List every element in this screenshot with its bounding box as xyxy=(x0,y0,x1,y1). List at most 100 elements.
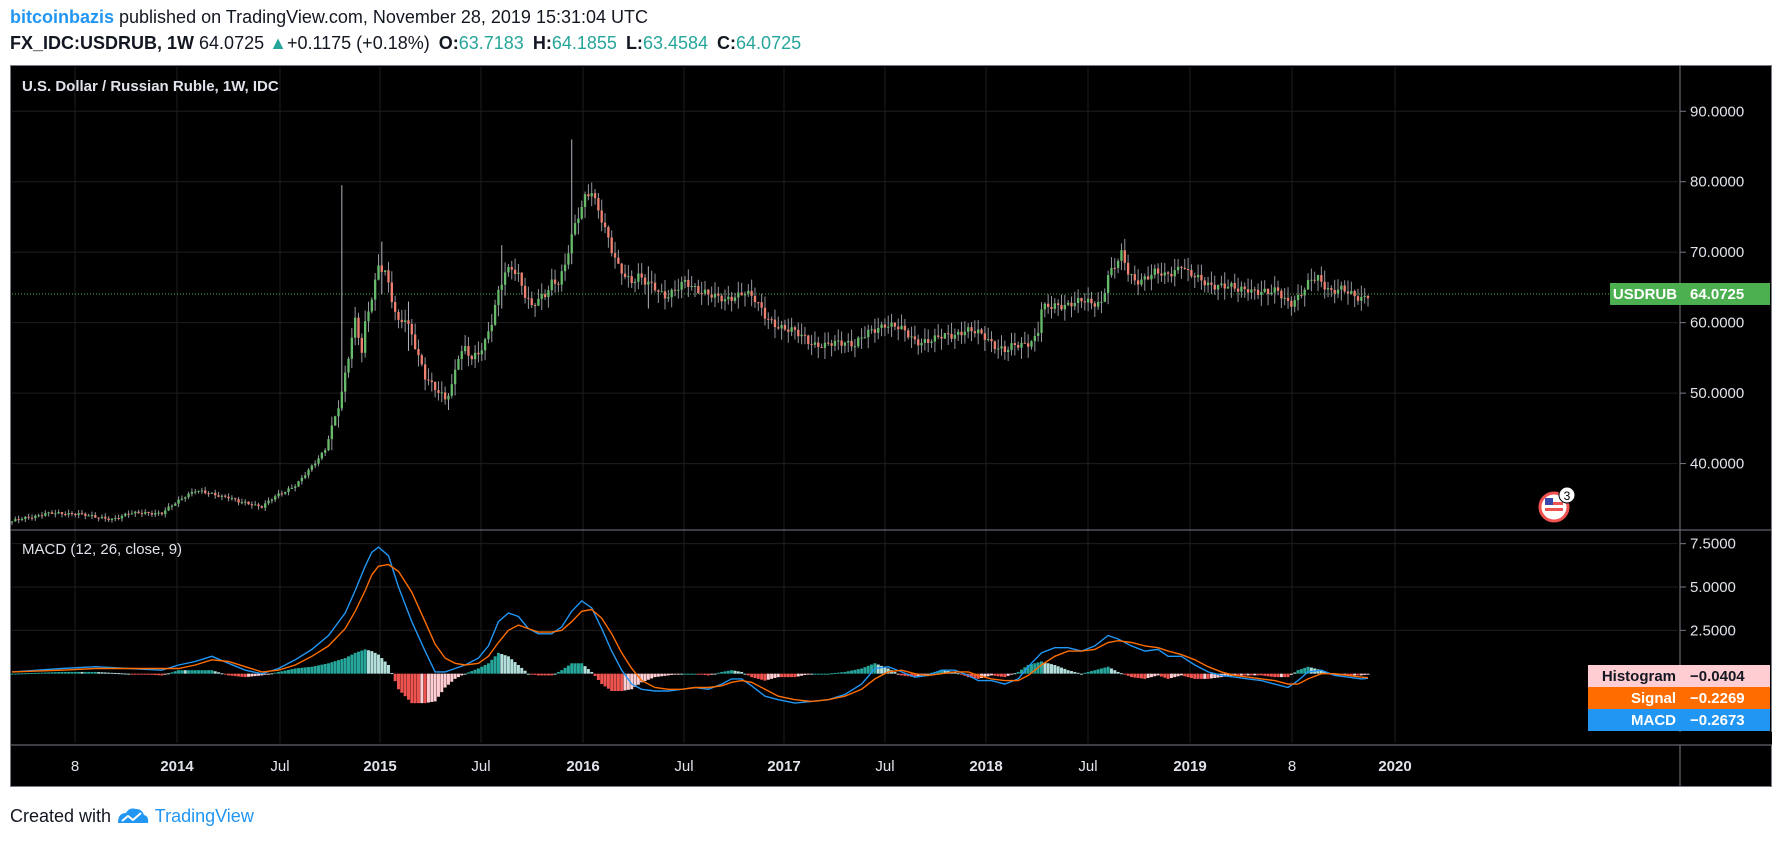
candle-body[interactable] xyxy=(417,349,420,356)
histogram-bar[interactable] xyxy=(1256,673,1260,676)
histogram-bar[interactable] xyxy=(1086,671,1090,674)
histogram-bar[interactable] xyxy=(1279,673,1283,678)
histogram-bar[interactable] xyxy=(936,671,940,674)
candle-body[interactable] xyxy=(357,317,360,338)
histogram-bar[interactable] xyxy=(553,673,557,675)
candle-body[interactable] xyxy=(360,337,363,353)
histogram-bar[interactable] xyxy=(776,673,780,678)
candle-body[interactable] xyxy=(1066,302,1070,305)
candle-body[interactable] xyxy=(613,253,617,258)
candle-body[interactable] xyxy=(770,319,773,321)
histogram-bar[interactable] xyxy=(130,673,134,675)
histogram-bar[interactable] xyxy=(267,673,271,675)
candle-body[interactable] xyxy=(1343,285,1346,292)
candle-body[interactable] xyxy=(1030,341,1033,347)
candle-body[interactable] xyxy=(980,329,983,334)
histogram-bar[interactable] xyxy=(1176,673,1180,677)
histogram-bar[interactable] xyxy=(383,661,387,674)
candle-body[interactable] xyxy=(960,331,963,336)
candle-body[interactable] xyxy=(967,327,970,332)
candle-body[interactable] xyxy=(390,282,393,303)
candle-body[interactable] xyxy=(443,392,447,400)
histogram-bar[interactable] xyxy=(443,673,447,688)
histogram-bar[interactable] xyxy=(340,659,344,674)
candle-body[interactable] xyxy=(1190,270,1193,277)
candle-body[interactable] xyxy=(184,497,187,499)
candle-body[interactable] xyxy=(880,324,883,328)
histogram-bar[interactable] xyxy=(493,656,497,674)
histogram-bar[interactable] xyxy=(93,671,97,674)
histogram-bar[interactable] xyxy=(423,673,427,704)
candle-body[interactable] xyxy=(1143,276,1146,280)
candle-body[interactable] xyxy=(110,518,114,521)
histogram-bar[interactable] xyxy=(630,673,634,690)
histogram-bar[interactable] xyxy=(1059,667,1063,674)
candle-body[interactable] xyxy=(1306,280,1310,290)
candle-body[interactable] xyxy=(1253,289,1256,291)
histogram-bar[interactable] xyxy=(806,673,810,675)
candle-body[interactable] xyxy=(100,516,104,518)
histogram-bar[interactable] xyxy=(430,673,434,702)
histogram-bar[interactable] xyxy=(1169,673,1173,678)
histogram-bar[interactable] xyxy=(473,669,477,674)
histogram-bar[interactable] xyxy=(1013,673,1017,675)
histogram-bar[interactable] xyxy=(1099,668,1103,674)
candle-body[interactable] xyxy=(1017,345,1020,348)
histogram-bar[interactable] xyxy=(973,673,977,679)
candle-body[interactable] xyxy=(477,352,480,355)
histogram-bar[interactable] xyxy=(540,673,544,676)
candle-body[interactable] xyxy=(64,514,67,516)
candle-body[interactable] xyxy=(1283,297,1286,299)
candle-body[interactable] xyxy=(140,513,144,515)
histogram-bar[interactable] xyxy=(1029,664,1033,674)
candle-body[interactable] xyxy=(823,342,827,348)
candle-body[interactable] xyxy=(327,439,330,451)
histogram-bar[interactable] xyxy=(1116,671,1120,674)
histogram-bar[interactable] xyxy=(913,673,917,678)
histogram-bar[interactable] xyxy=(846,671,850,674)
candle-body[interactable] xyxy=(1000,346,1003,349)
histogram-bar[interactable] xyxy=(530,673,534,675)
candle-body[interactable] xyxy=(1056,303,1060,306)
candle-body[interactable] xyxy=(1046,303,1050,307)
histogram-bar[interactable] xyxy=(683,673,687,675)
candle-body[interactable] xyxy=(457,358,460,370)
histogram-bar[interactable] xyxy=(986,673,990,677)
candle-body[interactable] xyxy=(1243,286,1246,290)
candle-body[interactable] xyxy=(1296,295,1300,301)
histogram-bar[interactable] xyxy=(730,670,734,674)
candle-body[interactable] xyxy=(810,343,813,345)
histogram-bar[interactable] xyxy=(766,673,770,680)
candle-body[interactable] xyxy=(867,329,870,338)
histogram-bar[interactable] xyxy=(13,673,17,675)
candle-body[interactable] xyxy=(540,294,543,299)
candle-body[interactable] xyxy=(1356,296,1360,301)
candle-body[interactable] xyxy=(727,296,730,300)
histogram-bar[interactable] xyxy=(330,662,334,674)
candle-body[interactable] xyxy=(180,498,184,500)
candle-body[interactable] xyxy=(1100,301,1103,303)
histogram-bar[interactable] xyxy=(1359,673,1363,676)
histogram-bar[interactable] xyxy=(1043,662,1047,674)
candle-body[interactable] xyxy=(307,469,310,476)
histogram-bar[interactable] xyxy=(710,673,714,675)
candle-body[interactable] xyxy=(167,506,170,511)
histogram-bar[interactable] xyxy=(663,673,667,676)
histogram-bar[interactable] xyxy=(373,652,377,674)
candle-body[interactable] xyxy=(983,333,987,340)
histogram-bar[interactable] xyxy=(826,673,830,675)
author-link[interactable]: bitcoinbazis xyxy=(10,7,115,27)
candle-body[interactable] xyxy=(164,510,167,515)
histogram-bar[interactable] xyxy=(1126,673,1130,676)
histogram-bar[interactable] xyxy=(716,672,720,674)
histogram-bar[interactable] xyxy=(1063,668,1067,674)
candle-body[interactable] xyxy=(950,333,953,339)
candle-body[interactable] xyxy=(1333,289,1336,294)
candle-body[interactable] xyxy=(1083,301,1086,303)
candle-body[interactable] xyxy=(970,327,973,332)
histogram-bar[interactable] xyxy=(550,673,554,676)
histogram-bar[interactable] xyxy=(63,671,67,674)
candle-body[interactable] xyxy=(1310,279,1313,281)
candle-body[interactable] xyxy=(1173,270,1176,277)
histogram-bar[interactable] xyxy=(160,673,164,676)
